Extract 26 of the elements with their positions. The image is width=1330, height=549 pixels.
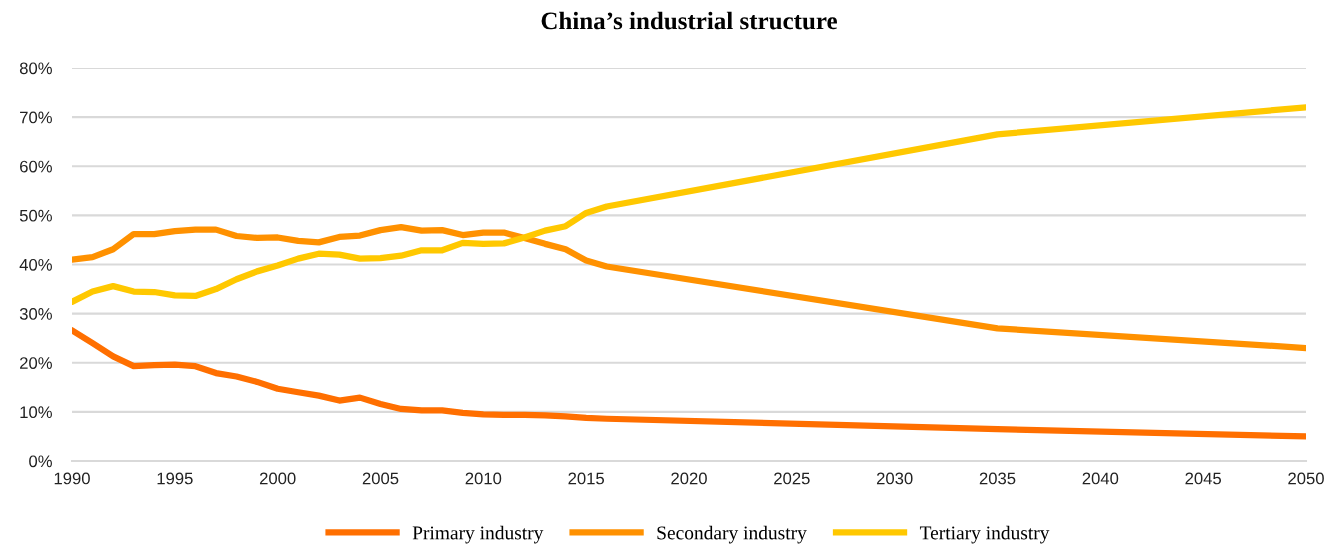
x-tick-label: 2000 — [259, 472, 296, 485]
y-tick-label: 50% — [19, 209, 52, 222]
legend-label: Primary industry — [412, 525, 544, 544]
y-tick-label: 60% — [20, 160, 52, 173]
x-tick-label: 2035 — [979, 472, 1016, 485]
x-tick-label: 2040 — [1082, 472, 1119, 485]
x-tick-label: 2005 — [362, 472, 399, 485]
chart-title: China’s industrial structure — [541, 11, 837, 30]
y-tick-label: 80% — [19, 62, 52, 75]
x-tick-label: 1990 — [54, 472, 90, 485]
x-tick-label: 2020 — [671, 472, 707, 485]
y-tick-label: 10% — [20, 406, 52, 419]
y-tick-label: 0% — [29, 455, 52, 468]
x-tick-label: 1995 — [157, 472, 193, 485]
x-tick-label: 2045 — [1185, 472, 1222, 485]
y-tick-label: 20% — [20, 357, 52, 369]
y-tick-label: 40% — [19, 258, 52, 271]
legend-label: Tertiary industry — [919, 525, 1050, 544]
x-tick-label: 2015 — [568, 472, 605, 485]
x-tick-label: 2010 — [465, 472, 502, 485]
y-tick-label: 30% — [19, 308, 52, 320]
x-tick-label: 2030 — [876, 472, 913, 485]
legend-label: Secondary industry — [657, 525, 807, 544]
x-tick-label: 2025 — [774, 472, 810, 485]
x-tick-label: 2050 — [1288, 472, 1324, 485]
y-tick-label: 70% — [20, 111, 52, 124]
